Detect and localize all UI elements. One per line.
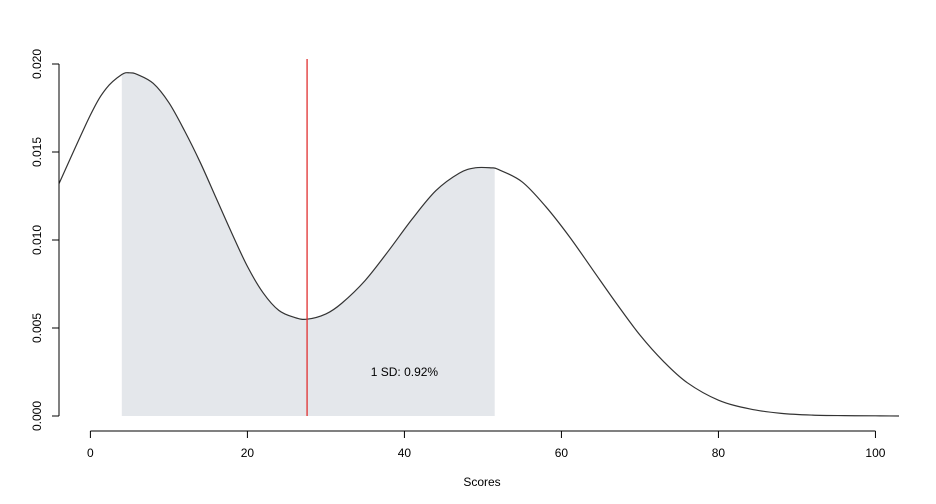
shaded-area [121, 72, 495, 417]
y-tick-label: 0.020 [30, 49, 44, 79]
x-tick-label: 100 [865, 446, 885, 460]
y-tick-label: 0.010 [30, 225, 44, 255]
y-tick-label: 0.005 [30, 313, 44, 343]
x-tick-label: 20 [241, 446, 255, 460]
y-tick-label: 0.015 [30, 137, 44, 167]
density-curve [58, 72, 900, 417]
sd-annotation: 1 SD: 0.92% [371, 365, 439, 379]
x-tick-label: 40 [398, 446, 412, 460]
x-tick-label: 80 [712, 446, 726, 460]
x-tick-label: 0 [87, 446, 94, 460]
x-axis-title: Scores [463, 475, 500, 489]
y-tick-label: 0.000 [30, 401, 44, 431]
x-tick-label: 60 [555, 446, 569, 460]
x-axis: 0 20 40 60 80 100 [87, 430, 886, 460]
y-axis: 0.000 0.005 0.010 0.015 0.020 [30, 49, 60, 431]
